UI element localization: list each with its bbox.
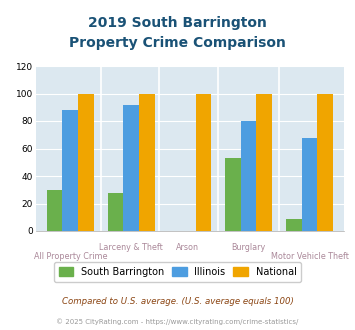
Legend: South Barrington, Illinois, National: South Barrington, Illinois, National xyxy=(54,262,301,282)
Text: Compared to U.S. average. (U.S. average equals 100): Compared to U.S. average. (U.S. average … xyxy=(61,297,294,307)
Bar xyxy=(78,93,94,231)
Text: Larceny & Theft: Larceny & Theft xyxy=(99,243,163,251)
Bar xyxy=(108,192,124,231)
Bar xyxy=(225,158,241,231)
Text: Motor Vehicle Theft: Motor Vehicle Theft xyxy=(271,252,349,261)
Bar xyxy=(124,105,139,231)
Bar xyxy=(62,110,78,231)
Bar xyxy=(139,93,155,231)
Text: Burglary: Burglary xyxy=(231,243,266,251)
Bar xyxy=(256,93,272,231)
Text: Arson: Arson xyxy=(176,243,199,251)
Bar xyxy=(196,93,211,231)
Bar xyxy=(286,218,302,231)
Bar xyxy=(317,93,333,231)
Bar xyxy=(47,190,62,231)
Text: © 2025 CityRating.com - https://www.cityrating.com/crime-statistics/: © 2025 CityRating.com - https://www.city… xyxy=(56,318,299,325)
Text: 2019 South Barrington: 2019 South Barrington xyxy=(88,16,267,30)
Text: All Property Crime: All Property Crime xyxy=(34,252,107,261)
Bar xyxy=(302,138,317,231)
Text: Property Crime Comparison: Property Crime Comparison xyxy=(69,36,286,50)
Bar xyxy=(241,121,256,231)
